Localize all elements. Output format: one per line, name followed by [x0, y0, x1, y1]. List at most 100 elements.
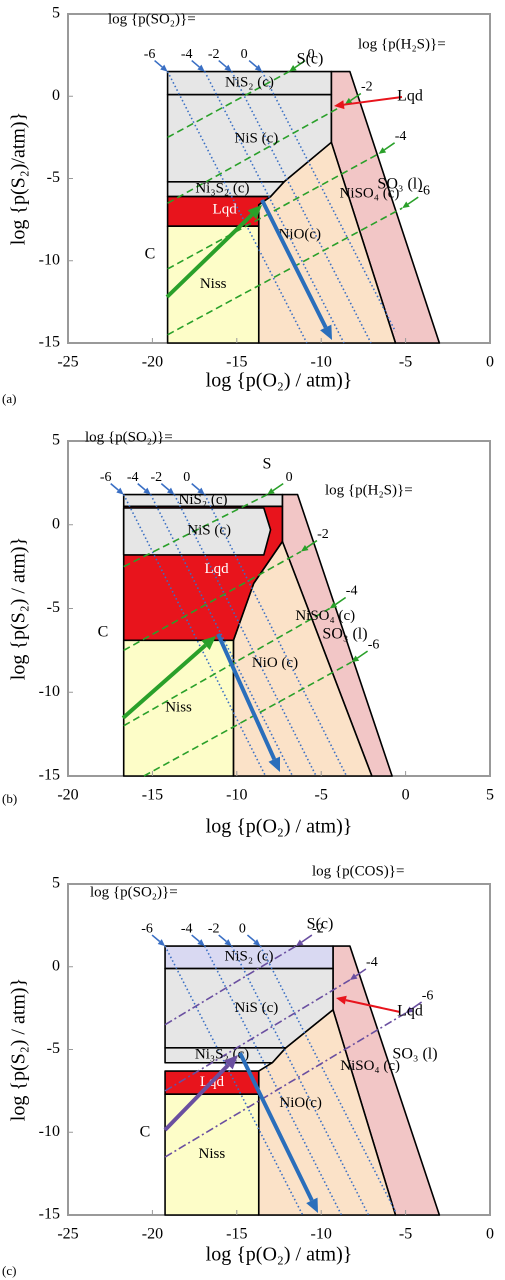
region-label: Lqd	[213, 202, 238, 218]
x-axis-title: log {p(O₂) / atm)}	[206, 1244, 353, 1266]
arrow-head	[157, 939, 166, 947]
isobar-label: 0	[286, 470, 293, 485]
isobar-label: -6	[368, 637, 380, 652]
x-tick-label: -15	[142, 787, 163, 804]
arrow-shaft	[345, 999, 401, 1013]
region-label: NiSO₄ (c)	[295, 608, 355, 624]
isobar-line	[167, 153, 379, 270]
arrow-head	[295, 939, 304, 947]
annotation: C	[140, 1124, 151, 1141]
isobar-label: -6	[141, 921, 153, 936]
arrow-head	[402, 201, 410, 209]
arrow-shaft	[121, 643, 207, 720]
isobar-label: -6	[100, 470, 112, 485]
isobar-line	[204, 71, 345, 344]
phase-region	[166, 70, 333, 96]
y-tick-label: 5	[52, 432, 60, 449]
isobar-label: -4	[181, 921, 193, 936]
y-axis-title: log {p(S₂) / atm)}	[8, 537, 30, 680]
series-name: log {p(H₂S)}=	[325, 482, 413, 498]
isobar-label: -6	[422, 988, 434, 1003]
arrow-head	[166, 487, 175, 495]
region-label: NiO (c)	[252, 655, 298, 671]
arrow-shaft	[154, 59, 163, 68]
y-tick-label: 0	[52, 87, 60, 104]
annotation: Lqd	[397, 1003, 423, 1020]
isobar-line	[167, 207, 403, 336]
arrow-shaft	[218, 934, 227, 943]
isobar-line	[122, 494, 267, 777]
arrow-head	[349, 973, 358, 980]
annotation: SO₃ (l)	[377, 176, 422, 193]
annotation: C	[98, 624, 109, 641]
arrow-head	[160, 64, 168, 72]
arrow-head	[201, 636, 216, 650]
annotation: S(c)	[307, 916, 334, 933]
arrow-shaft	[383, 142, 396, 151]
isobar-line	[123, 493, 268, 568]
isobar-label: -2	[208, 921, 220, 936]
annotation: S	[263, 456, 272, 473]
x-axis-title: log {p(O₂) / atm)}	[206, 816, 353, 838]
isobar-label: -2	[151, 470, 163, 485]
y-tick-label: -5	[47, 599, 60, 616]
arrow-head	[267, 488, 275, 495]
region-label: NiS (c)	[187, 523, 231, 539]
isobar-line	[164, 979, 351, 1092]
x-tick-label: -25	[57, 354, 78, 371]
x-tick-label: -15	[226, 354, 247, 371]
x-tick-label: 0	[486, 1226, 494, 1243]
series-name: log {p(COS)}=	[312, 863, 404, 879]
arrow-head	[224, 64, 232, 72]
isobar-label: 0	[241, 47, 248, 62]
isobar-label: -2	[317, 527, 329, 542]
arrow-head	[223, 1055, 238, 1070]
arrow-head	[254, 64, 263, 72]
y-tick-label: -10	[39, 683, 60, 700]
y-tick-label: -5	[47, 1040, 60, 1057]
isobar-label: -4	[366, 955, 378, 970]
region-label: NiSO₄ (c)	[340, 1058, 400, 1074]
arrow-head	[334, 100, 345, 110]
annotation: S(c)	[297, 51, 324, 68]
arrow-head	[289, 65, 297, 72]
x-tick-label: -15	[226, 1226, 247, 1243]
arrow-head	[405, 1006, 414, 1014]
arrow-shaft	[301, 934, 313, 943]
arrow-head	[247, 205, 262, 220]
x-tick-label: -5	[315, 787, 328, 804]
arrow-shaft	[260, 199, 328, 329]
arrow-shaft	[151, 934, 161, 943]
panel-label: (c)	[2, 1263, 16, 1278]
y-tick-label: -5	[47, 169, 60, 186]
arrow-shaft	[160, 482, 170, 491]
y-axis-title: log {p(S₂) / atm)}	[8, 978, 30, 1121]
arrow-head	[253, 939, 261, 947]
arrow-head	[224, 939, 232, 947]
arrow-head	[197, 64, 205, 72]
series-name: log {p(SO₂)}=	[90, 884, 178, 900]
arrow-shaft	[356, 650, 369, 659]
series-name: log {p(SO₂)}=	[108, 11, 196, 27]
isobar-line	[261, 71, 397, 332]
arrow-head	[336, 995, 347, 1005]
arrow-shaft	[334, 596, 347, 606]
arrow-shaft	[165, 213, 254, 299]
arrow-shaft	[272, 482, 284, 492]
arrow-shaft	[343, 96, 403, 106]
arrow-shaft	[410, 1001, 423, 1010]
phase-region	[166, 195, 272, 228]
y-tick-label: 0	[52, 957, 60, 974]
series-name: log {p(H₂S)}=	[358, 36, 446, 52]
x-tick-label: -20	[142, 1226, 163, 1243]
region-label: NiO(c)	[279, 227, 321, 243]
isobar-label: -2	[312, 921, 324, 936]
isobar-label: -4	[395, 129, 407, 144]
arrow-shaft	[248, 59, 258, 68]
arrow-shaft	[218, 59, 227, 68]
x-tick-label: -5	[399, 1226, 412, 1243]
isobar-label: -2	[208, 47, 220, 62]
region-label: Niss	[165, 700, 192, 716]
x-tick-label: -10	[311, 354, 332, 371]
y-tick-label: -15	[39, 334, 60, 351]
